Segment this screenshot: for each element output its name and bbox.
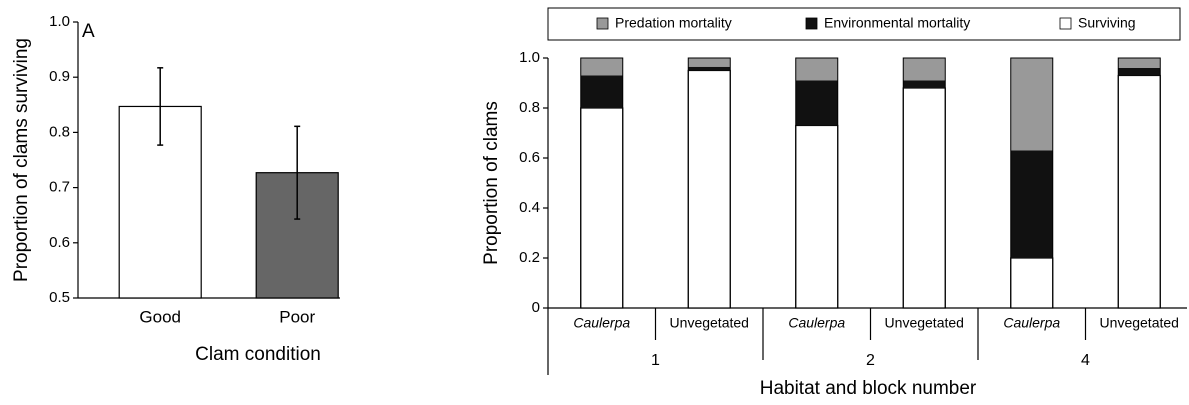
bar-segment xyxy=(580,58,623,76)
x-tick-label: Caulerpa xyxy=(1003,315,1060,331)
x-tick-label: Unvegetated xyxy=(1100,315,1179,331)
bar-outline xyxy=(795,57,839,309)
y-tick-label: 0.7 xyxy=(49,179,70,196)
y-tick-label: 0.8 xyxy=(519,99,540,116)
y-tick-label: 0.2 xyxy=(519,249,540,266)
y-tick-label: 0.5 xyxy=(49,289,70,306)
bar-outline xyxy=(580,57,624,309)
error-bar xyxy=(157,67,164,146)
x-axis-label: Habitat and block number xyxy=(760,378,977,399)
bar-outline xyxy=(902,57,946,309)
bar-segment xyxy=(1010,150,1053,258)
x-tick-label: Unvegetated xyxy=(885,315,964,331)
panel-label: A xyxy=(82,21,95,42)
bar-segment xyxy=(1118,68,1161,76)
x-tick-label: Unvegetated xyxy=(670,315,749,331)
y-tick-label: 0 xyxy=(532,299,540,316)
error-bar xyxy=(294,125,301,220)
legend-swatch xyxy=(805,17,818,30)
legend-label: Environmental mortality xyxy=(824,15,970,31)
x-tick-label: Poor xyxy=(279,307,315,326)
bar-segment xyxy=(687,69,731,309)
y-axis-label: Proportion of clams xyxy=(481,101,502,265)
bar-segment xyxy=(902,87,946,309)
y-tick-label: 0.6 xyxy=(519,149,540,166)
group-label: 4 xyxy=(1081,352,1090,369)
bar-segment xyxy=(580,75,623,108)
x-tick-label: Caulerpa xyxy=(788,315,845,331)
group-label: 2 xyxy=(866,352,875,369)
bar-segment xyxy=(1117,74,1161,309)
bar-segment xyxy=(903,58,946,81)
y-tick-label: 1.0 xyxy=(519,49,540,66)
bar-segment xyxy=(795,124,839,309)
legend-label: Predation mortality xyxy=(615,15,732,31)
bar-segment xyxy=(580,107,624,309)
y-tick-label: 0.4 xyxy=(519,199,540,216)
y-tick-label: 0.8 xyxy=(49,123,70,140)
bar-outline xyxy=(1010,57,1054,309)
x-tick-label: Caulerpa xyxy=(573,315,630,331)
legend-swatch xyxy=(1059,17,1072,30)
legend-label: Surviving xyxy=(1078,15,1136,31)
legend-box xyxy=(547,7,1181,41)
bar-segment xyxy=(688,66,731,71)
bar-segment xyxy=(1118,58,1161,68)
bar-segment xyxy=(795,80,838,126)
legend-swatch xyxy=(596,17,609,30)
bar-segment xyxy=(688,58,731,67)
x-axis-label: Clam condition xyxy=(195,344,321,365)
y-tick-label: 1.0 xyxy=(49,13,70,30)
y-tick-label: 0.6 xyxy=(49,234,70,251)
bar-outline xyxy=(1117,57,1161,309)
bar-segment xyxy=(1010,58,1053,151)
bar-outline xyxy=(687,57,731,309)
group-label: 1 xyxy=(651,352,660,369)
y-tick-label: 0.9 xyxy=(49,68,70,85)
x-tick-label: Good xyxy=(139,307,181,326)
bar-segment xyxy=(903,80,946,88)
bar-segment xyxy=(1010,257,1054,309)
y-axis-label: Proportion of clams surviving xyxy=(11,38,32,282)
bar-segment xyxy=(795,58,838,81)
